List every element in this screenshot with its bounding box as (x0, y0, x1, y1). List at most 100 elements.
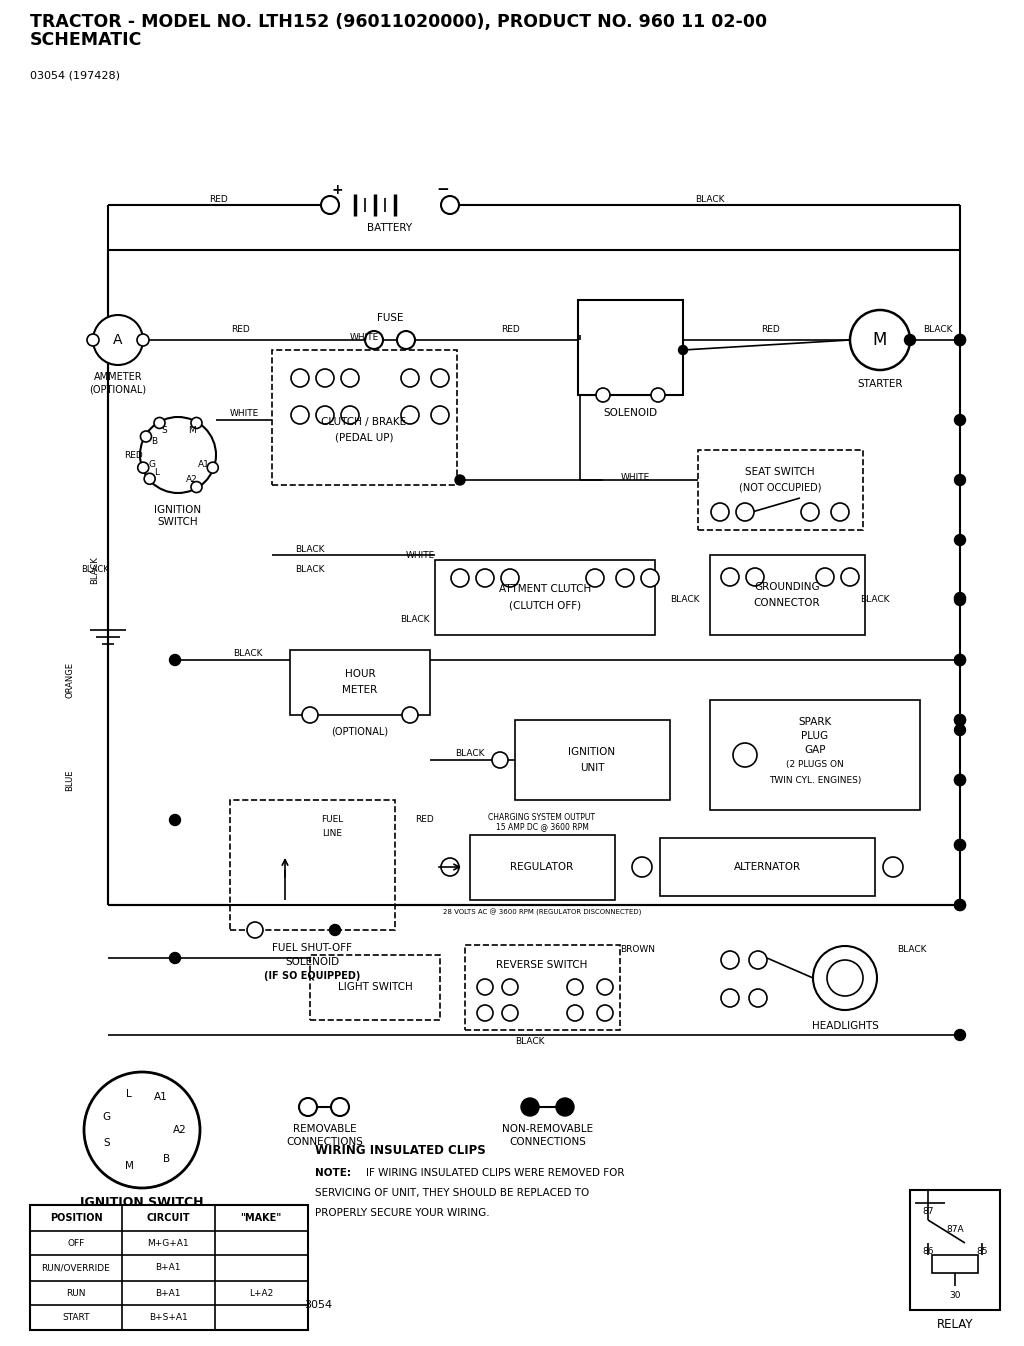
Circle shape (586, 569, 604, 587)
Bar (470, 835, 615, 900)
Text: FUEL SHUT-OFF: FUEL SHUT-OFF (272, 944, 352, 953)
Text: WHITE: WHITE (229, 408, 259, 417)
Circle shape (316, 406, 334, 424)
Circle shape (596, 388, 610, 402)
Text: PROPERLY SECURE YOUR WIRING.: PROPERLY SECURE YOUR WIRING. (315, 1207, 489, 1218)
Text: 03054 (197428): 03054 (197428) (30, 70, 120, 79)
Text: WHITE: WHITE (349, 332, 379, 342)
Text: BLACK: BLACK (400, 615, 430, 625)
Circle shape (321, 197, 339, 214)
Text: SERVICING OF UNIT, THEY SHOULD BE REPLACED TO: SERVICING OF UNIT, THEY SHOULD BE REPLAC… (315, 1189, 589, 1198)
Text: M+G+A1: M+G+A1 (147, 1238, 188, 1248)
Circle shape (831, 503, 849, 521)
Circle shape (850, 310, 910, 370)
Text: IGNITION: IGNITION (568, 747, 615, 756)
Circle shape (954, 335, 966, 346)
Text: S: S (161, 427, 167, 435)
Text: M: M (125, 1160, 133, 1171)
Text: BLACK: BLACK (860, 595, 890, 604)
Circle shape (291, 406, 309, 424)
Text: BLACK: BLACK (295, 565, 325, 575)
Circle shape (616, 569, 634, 587)
Circle shape (316, 369, 334, 388)
Bar (710, 555, 865, 635)
Text: B: B (151, 436, 157, 446)
Circle shape (401, 406, 419, 424)
Circle shape (749, 952, 767, 969)
Text: CONNECTOR: CONNECTOR (754, 598, 820, 608)
Text: L: L (154, 468, 159, 478)
Text: SCHEMATIC: SCHEMATIC (30, 31, 142, 48)
Circle shape (632, 857, 652, 878)
Text: TWIN CYL. ENGINES): TWIN CYL. ENGINES) (769, 775, 861, 785)
Circle shape (749, 989, 767, 1007)
Text: G: G (102, 1112, 111, 1123)
Text: RELAY: RELAY (937, 1319, 973, 1331)
Circle shape (302, 707, 318, 723)
Circle shape (721, 568, 739, 586)
Bar (230, 800, 395, 930)
Circle shape (904, 335, 915, 346)
Circle shape (207, 462, 218, 474)
Circle shape (813, 946, 877, 1010)
Text: CONNECTIONS: CONNECTIONS (287, 1137, 364, 1147)
Circle shape (455, 475, 465, 485)
Circle shape (954, 840, 966, 851)
Circle shape (954, 840, 966, 851)
Text: RED: RED (230, 326, 250, 335)
Text: RED: RED (209, 195, 227, 203)
Circle shape (397, 331, 415, 349)
Text: BLACK: BLACK (671, 595, 699, 604)
Circle shape (431, 369, 449, 388)
Text: BLACK: BLACK (695, 195, 725, 203)
Bar (30, 1205, 308, 1330)
Circle shape (597, 1005, 613, 1022)
Text: "MAKE": "MAKE" (241, 1213, 282, 1224)
Circle shape (841, 568, 859, 586)
Text: 28 VOLTS AC @ 3600 RPM (REGULATOR DISCONNECTED): 28 VOLTS AC @ 3600 RPM (REGULATOR DISCON… (442, 909, 641, 915)
Text: BROWN: BROWN (621, 945, 655, 954)
Circle shape (954, 534, 966, 545)
Text: G: G (148, 460, 156, 468)
Text: POSITION: POSITION (50, 1213, 102, 1224)
Bar (435, 560, 655, 635)
Text: CIRCUIT: CIRCUIT (146, 1213, 189, 1224)
Circle shape (954, 715, 966, 725)
Circle shape (476, 569, 494, 587)
Text: RUN/OVERRIDE: RUN/OVERRIDE (42, 1264, 111, 1272)
Circle shape (746, 568, 764, 586)
Circle shape (721, 989, 739, 1007)
Text: RED: RED (124, 451, 143, 459)
Circle shape (827, 960, 863, 996)
Text: TRACTOR - MODEL NO. LTH152 (96011020000), PRODUCT NO. 960 11 02-00: TRACTOR - MODEL NO. LTH152 (96011020000)… (30, 13, 767, 31)
Circle shape (84, 1071, 200, 1189)
Text: ORANGE: ORANGE (66, 662, 75, 699)
Circle shape (801, 503, 819, 521)
Text: (IF SO EQUIPPED): (IF SO EQUIPPED) (264, 970, 360, 981)
Text: CONNECTIONS: CONNECTIONS (510, 1137, 587, 1147)
Text: L: L (126, 1089, 132, 1100)
Text: RED: RED (501, 326, 519, 335)
Circle shape (816, 568, 834, 586)
Text: M: M (188, 427, 196, 435)
Circle shape (331, 1098, 349, 1116)
Circle shape (299, 1098, 317, 1116)
Text: REMOVABLE: REMOVABLE (293, 1124, 356, 1133)
Text: SPARK: SPARK (799, 717, 831, 727)
Text: 87: 87 (923, 1207, 934, 1217)
Bar (910, 1190, 1000, 1310)
Text: FUEL: FUEL (321, 816, 343, 825)
Circle shape (87, 334, 99, 346)
Circle shape (954, 654, 966, 665)
Circle shape (330, 925, 341, 935)
Text: (2 PLUGS ON: (2 PLUGS ON (786, 760, 844, 770)
Text: BATTERY: BATTERY (368, 223, 413, 233)
Text: LIGHT SWITCH: LIGHT SWITCH (338, 983, 413, 992)
Circle shape (93, 315, 143, 365)
Text: NOTE:: NOTE: (315, 1168, 351, 1178)
Circle shape (721, 952, 739, 969)
Circle shape (954, 415, 966, 425)
Circle shape (954, 592, 966, 603)
Text: (CLUTCH OFF): (CLUTCH OFF) (509, 600, 581, 610)
Circle shape (137, 334, 150, 346)
